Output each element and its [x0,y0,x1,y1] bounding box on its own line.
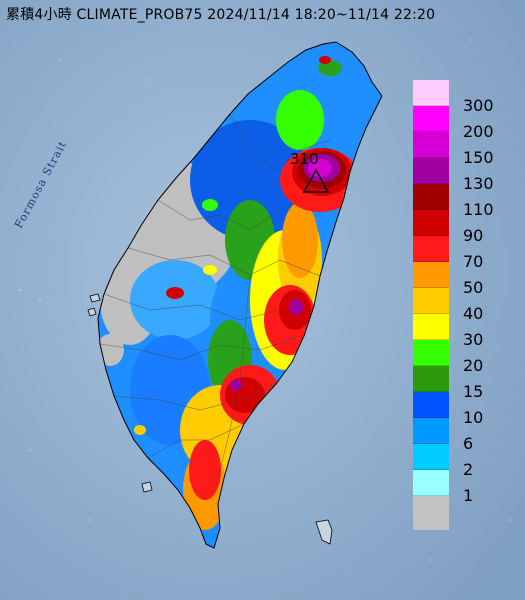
map-title: 累積4小時 CLIMATE_PROB75 2024/11/14 18:20~11… [6,7,436,23]
legend-swatch [413,80,449,106]
legend-swatch [413,262,449,288]
legend-label: 70 [463,252,484,271]
legend-swatch [413,184,449,210]
legend-label: 150 [463,148,494,167]
legend-swatch [413,158,449,184]
taiwan-island [97,41,383,549]
legend-label: 50 [463,278,484,297]
legend-label: 110 [463,200,494,219]
legend-label: 300 [463,96,494,115]
legend-label: 200 [463,122,494,141]
legend-swatch [413,418,449,444]
legend-swatch [413,392,449,418]
legend-swatch [413,236,449,262]
legend-swatch [413,340,449,366]
legend-swatch [413,106,449,132]
legend-label: 10 [463,408,484,427]
legend-label: 2 [463,460,474,479]
legend-swatch [413,470,449,496]
legend-label: 20 [463,356,484,375]
legend-label: 6 [463,434,474,453]
legend-label: 130 [463,174,494,193]
peak-marker [302,168,330,193]
legend-swatch [413,314,449,340]
legend-swatch [413,210,449,236]
legend-label: 30 [463,330,484,349]
legend-swatch [413,366,449,392]
legend-swatch [413,288,449,314]
offshore-islands [87,293,333,545]
legend-swatch [413,132,449,158]
legend-label: 90 [463,226,484,245]
sea-speckles [18,39,511,561]
green-island [315,519,333,545]
rainfall-legend-bar [413,80,449,530]
peak-value-label: 310 [290,150,319,168]
legend-label: 40 [463,304,484,323]
legend-label: 1 [463,486,474,505]
legend-label: 15 [463,382,484,401]
legend-swatch [413,444,449,470]
legend-swatch [413,496,449,530]
